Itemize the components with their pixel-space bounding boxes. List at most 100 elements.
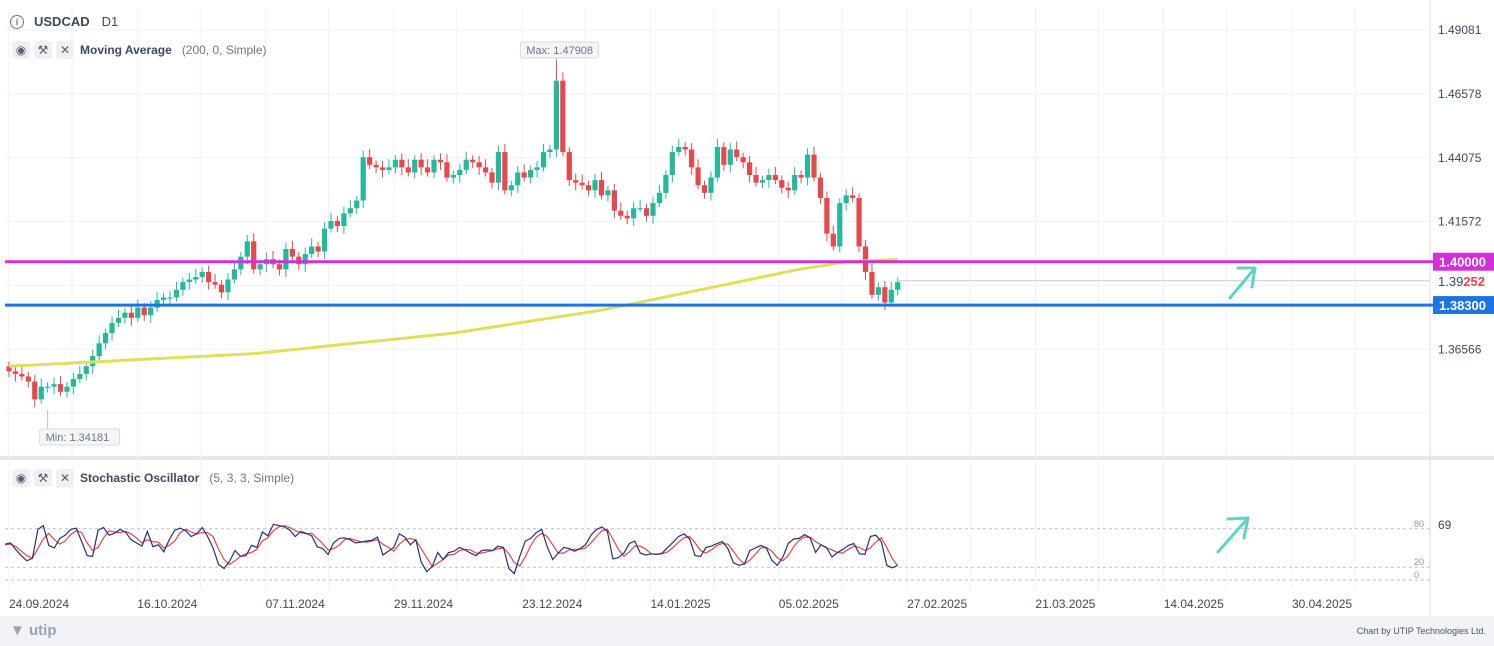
wrench-icon[interactable]: ⚒ bbox=[34, 469, 52, 487]
candle-bull bbox=[321, 228, 328, 252]
candle-bull bbox=[605, 190, 611, 196]
candle-bear bbox=[721, 146, 727, 165]
candle-bear bbox=[869, 271, 875, 295]
candle-bull bbox=[173, 289, 180, 298]
wrench-icon[interactable]: ⚒ bbox=[34, 41, 52, 59]
ma-indicator-name: Moving Average bbox=[80, 43, 172, 57]
candle-bear bbox=[334, 220, 341, 227]
candle-bull bbox=[669, 152, 675, 176]
date-tick-label: 24.09.2024 bbox=[9, 597, 69, 611]
eye-icon[interactable]: ◉ bbox=[12, 469, 30, 487]
close-icon[interactable]: ✕ bbox=[56, 41, 74, 59]
candle-bear bbox=[824, 197, 830, 234]
candle-bull bbox=[888, 289, 894, 303]
current-price-tail: 252 bbox=[1463, 274, 1485, 289]
candle-bull bbox=[637, 208, 643, 210]
date-tick-label: 29.11.2024 bbox=[394, 597, 453, 611]
candle-bull bbox=[843, 195, 849, 204]
candle-bull bbox=[895, 282, 901, 290]
candle-bull bbox=[122, 312, 128, 318]
candle-bull bbox=[450, 175, 456, 178]
candle-bull bbox=[759, 180, 766, 183]
candle-bear bbox=[482, 167, 489, 173]
candle-bull bbox=[244, 241, 250, 257]
candle-bear bbox=[882, 287, 888, 303]
candle-bear bbox=[141, 307, 147, 316]
logo-text: utip bbox=[29, 622, 57, 639]
candle-bull bbox=[96, 343, 102, 357]
candle-bull bbox=[515, 172, 521, 186]
candle-bull bbox=[135, 307, 141, 318]
candle-bull bbox=[592, 180, 598, 191]
level-label-bg bbox=[1433, 252, 1494, 271]
moving-average-line bbox=[8, 257, 898, 368]
candle-bear bbox=[701, 185, 708, 193]
candle-bear bbox=[367, 157, 373, 165]
current-price-base: 1.39 bbox=[1438, 274, 1463, 289]
candle-bull bbox=[837, 203, 843, 247]
level-label-bg bbox=[1433, 296, 1494, 315]
candle-bear bbox=[128, 312, 134, 318]
close-icon[interactable]: ✕ bbox=[56, 469, 74, 487]
candle-bull bbox=[115, 317, 122, 323]
up-arrow-annotation bbox=[1228, 266, 1257, 300]
stoch-up-arrow-annotation bbox=[1216, 516, 1250, 554]
candle-bull bbox=[83, 366, 89, 374]
candle-bull bbox=[328, 220, 334, 229]
stoch-current-value: 69 bbox=[1438, 518, 1452, 532]
candle-bull bbox=[386, 167, 392, 170]
candle-bear bbox=[32, 381, 38, 400]
ma-indicator-header: ◉ ⚒ ✕ Moving Average (200, 0, Simple) bbox=[12, 41, 267, 59]
candle-bear bbox=[405, 167, 411, 173]
candle-bull bbox=[392, 159, 398, 168]
date-tick-label: 05.02.2025 bbox=[779, 597, 839, 611]
chart-footer bbox=[0, 616, 1494, 646]
candle-bear bbox=[747, 162, 753, 176]
panel-divider bbox=[0, 456, 1494, 460]
candle-bull bbox=[650, 203, 656, 216]
candle-bear bbox=[6, 366, 12, 372]
candle-bull bbox=[534, 167, 540, 170]
level-label: 1.40000 bbox=[1439, 255, 1486, 270]
candle-bear bbox=[753, 175, 759, 183]
candle-bull bbox=[302, 254, 308, 265]
candle-bull bbox=[804, 154, 811, 178]
symbol-label: USDCAD bbox=[34, 14, 90, 29]
candle-bear bbox=[624, 215, 630, 219]
candle-bear bbox=[373, 164, 379, 168]
candle-bull bbox=[38, 386, 44, 400]
stoch-level-label: 20 bbox=[1414, 557, 1424, 567]
timeframe-label[interactable]: D1 bbox=[101, 14, 119, 29]
info-icon[interactable]: i bbox=[10, 14, 24, 29]
candle-bear bbox=[798, 175, 804, 178]
candle-bear bbox=[489, 172, 495, 183]
candle-bear bbox=[502, 152, 508, 191]
candle-bull bbox=[160, 297, 167, 300]
candle-bear bbox=[399, 159, 405, 168]
candle-bull bbox=[77, 373, 83, 380]
date-tick-label: 07.11.2024 bbox=[266, 597, 325, 611]
candle-bull bbox=[656, 192, 663, 204]
candle-bear bbox=[251, 241, 257, 270]
candle-bull bbox=[225, 279, 231, 293]
candle-bull bbox=[676, 146, 682, 153]
utip-logo: ▼ utip bbox=[10, 622, 57, 639]
candle-bull bbox=[64, 386, 70, 392]
stoch-d-line bbox=[4, 524, 899, 568]
candle-bear bbox=[830, 233, 836, 247]
candle-bull bbox=[193, 277, 199, 280]
candle-bear bbox=[470, 159, 476, 163]
candle-bear bbox=[682, 146, 688, 150]
eye-icon[interactable]: ◉ bbox=[12, 41, 30, 59]
candle-bull bbox=[51, 384, 57, 387]
candle-bear bbox=[315, 246, 321, 252]
date-tick-label: 14.04.2025 bbox=[1164, 597, 1224, 611]
candle-bear bbox=[811, 154, 817, 178]
candle-bear bbox=[734, 149, 740, 158]
price-tick-label: 1.36566 bbox=[1438, 342, 1482, 356]
candle-bear bbox=[560, 80, 566, 153]
candle-bull bbox=[553, 80, 559, 150]
candle-bear bbox=[772, 175, 778, 181]
chart-credit: Chart by UTIP Technologies Ltd. bbox=[1356, 626, 1486, 636]
